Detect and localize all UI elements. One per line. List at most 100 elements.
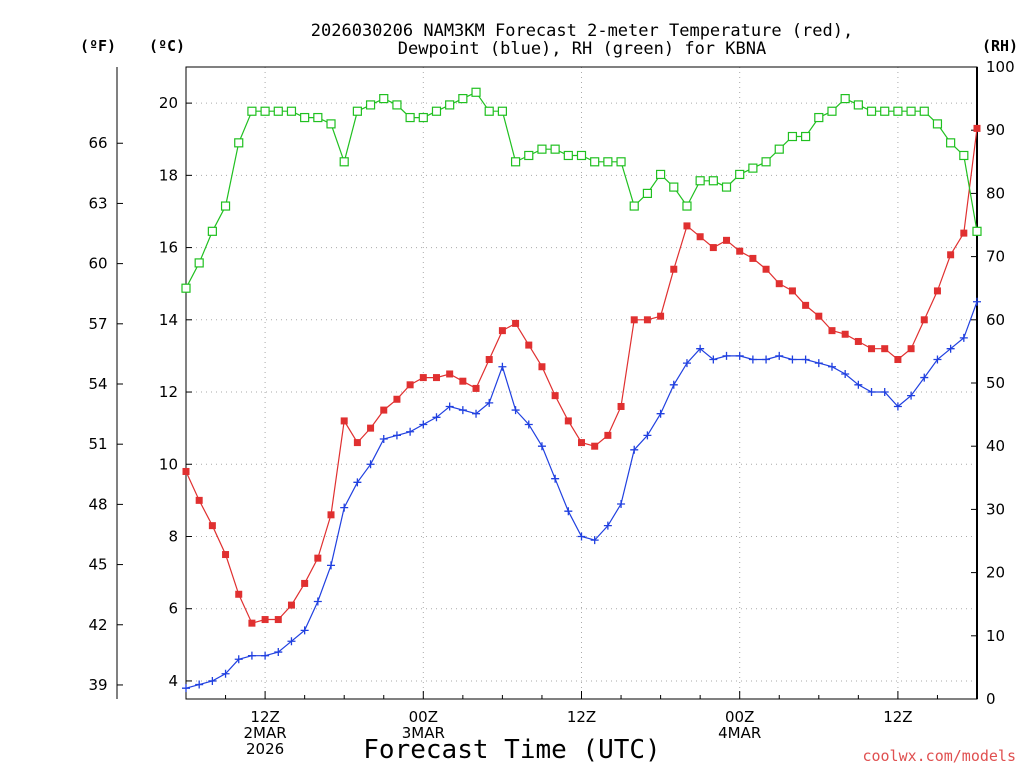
series-0-point-45 — [775, 280, 783, 288]
celsius-axis-unit: (ºC) — [149, 37, 185, 55]
series-2-point-55 — [906, 106, 916, 116]
celsius-tick-label-1: 6 — [168, 600, 178, 618]
series-2-point-20 — [445, 100, 455, 110]
series-0-point-30 — [578, 439, 585, 447]
series-2-point-32 — [603, 157, 613, 167]
series-1-point-0 — [182, 684, 190, 693]
time-tick-label-3-1: 00Z — [725, 708, 754, 726]
series-0 — [182, 124, 981, 627]
celsius-tick-label-7: 18 — [159, 166, 178, 184]
chart-title-line-2: Dewpoint (blue), RH (green) for KBNA — [398, 39, 766, 59]
series-2-point-3 — [220, 201, 231, 211]
series-2-point-44 — [761, 157, 771, 167]
series-0-point-0 — [182, 467, 190, 475]
series-1-point-26 — [524, 420, 533, 429]
series-1-point-41 — [722, 351, 731, 360]
rh-tick-label-7: 70 — [986, 248, 1005, 266]
series-1-point-36 — [656, 409, 665, 418]
series-0-point-6 — [261, 616, 269, 624]
rh-tick-label-6: 60 — [986, 311, 1005, 329]
series-2-point-11 — [326, 119, 336, 129]
series-0-point-21 — [459, 377, 467, 385]
rh-tick-label-9: 90 — [986, 121, 1005, 139]
series-0-point-2 — [208, 522, 216, 530]
series-0-point-49 — [828, 327, 836, 335]
fahrenheit-tick-labels: 39 42 45 48 51 54 57 60 63 66 — [88, 134, 107, 694]
series-0-point-31 — [591, 442, 599, 450]
fahrenheit-axis-unit: (ºF) — [80, 37, 116, 55]
series-2-point-22 — [471, 87, 481, 97]
series-0-point-19 — [432, 374, 440, 382]
fahrenheit-tick-label-8: 63 — [88, 194, 107, 212]
series-0-point-37 — [670, 265, 678, 273]
series-2-point-25 — [510, 157, 521, 167]
series-0-point-15 — [380, 406, 388, 414]
series-2-point-57 — [932, 119, 943, 129]
series-0-point-51 — [854, 337, 862, 345]
rh-tick-label-1: 10 — [986, 627, 1005, 645]
series-2-point-42 — [735, 169, 745, 180]
series-2-point-46 — [787, 131, 798, 142]
series-2-point-38 — [682, 201, 692, 211]
series-1-point-22 — [472, 409, 481, 418]
series-1-point-11 — [327, 561, 336, 570]
fahrenheit-tick-label-6: 57 — [88, 315, 107, 333]
series-0-point-3 — [222, 551, 230, 559]
series-1-point-16 — [392, 431, 401, 440]
series-2-point-39 — [695, 176, 705, 186]
series-0-point-32 — [604, 431, 612, 439]
series-1-point-48 — [814, 359, 823, 368]
series-0-point-28 — [551, 392, 559, 400]
series-2-point-2 — [207, 226, 217, 236]
series-2-point-30 — [576, 150, 587, 161]
series-0-point-48 — [815, 312, 823, 320]
series-0-point-14 — [367, 424, 375, 432]
series-2-point-16 — [392, 100, 402, 110]
rh-tick-labels: 0 10 20 30 40 50 60 70 80 90 100 — [986, 58, 1015, 708]
series-2-point-17 — [405, 112, 415, 123]
series-1-point-55 — [907, 391, 916, 400]
series-2-point-58 — [946, 138, 956, 148]
chart-title-line-1: 2026030206 NAM3KM Forecast 2-meter Tempe… — [311, 21, 853, 41]
series-1-point-8 — [287, 637, 296, 646]
series-2-point-18 — [418, 112, 428, 123]
series-0-point-24 — [498, 327, 506, 335]
series-1-point-15 — [379, 434, 388, 443]
series-2-point-9 — [300, 112, 310, 123]
series-2-point-13 — [352, 106, 362, 116]
time-tick-label-2-1: 12Z — [567, 708, 596, 726]
series-1-point-39 — [696, 344, 705, 353]
celsius-tick-label-6: 16 — [159, 239, 178, 257]
series-0-point-29 — [564, 417, 572, 425]
series-0-point-35 — [643, 316, 651, 324]
series-0-point-34 — [630, 316, 638, 324]
series-1 — [182, 297, 981, 693]
series-2-point-5 — [247, 106, 257, 116]
series-0-point-8 — [287, 601, 295, 609]
series-1-point-30 — [577, 532, 586, 541]
series-1-point-52 — [867, 388, 876, 397]
series-2-point-37 — [669, 182, 679, 192]
series-2-point-33 — [616, 157, 626, 167]
series-1-point-44 — [762, 355, 771, 364]
series-0-point-44 — [762, 265, 770, 273]
fahrenheit-tick-label-3: 48 — [88, 495, 107, 513]
series-2-point-52 — [866, 106, 877, 116]
series-1-point-19 — [432, 413, 441, 422]
series-1-point-34 — [630, 445, 639, 454]
x-axis-title: Forecast Time (UTC) — [363, 735, 660, 765]
fahrenheit-tick-label-0: 39 — [88, 676, 107, 694]
series-0-point-38 — [683, 222, 691, 230]
series-1-point-25 — [511, 406, 520, 415]
series-1-point-7 — [274, 648, 283, 657]
rh-axis-unit: (RH) — [982, 37, 1018, 55]
rh-tick-label-5: 50 — [986, 374, 1005, 392]
series-1-point-21 — [458, 406, 467, 415]
series-2-point-41 — [721, 182, 732, 192]
series-2-point-7 — [273, 106, 283, 116]
series-1-point-14 — [366, 460, 375, 469]
series-layer — [181, 87, 982, 693]
series-0-point-60 — [973, 124, 981, 132]
series-0-point-43 — [749, 254, 757, 262]
series-1-point-4 — [234, 655, 243, 664]
